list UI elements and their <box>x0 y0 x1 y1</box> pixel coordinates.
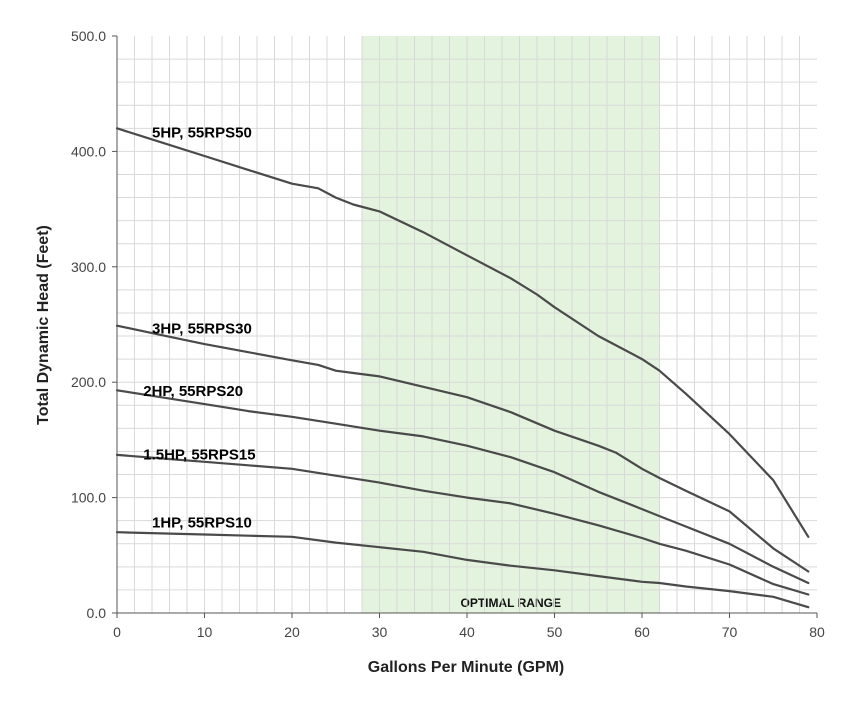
x-axis-title: Gallons Per Minute (GPM) <box>368 659 564 676</box>
series-label-1: 5HP, 55RPS50 <box>152 125 252 142</box>
y-tick-label: 100.0 <box>71 490 106 506</box>
y-axis-title: Total Dynamic Head (Feet) <box>35 225 52 425</box>
series-label-3: 2HP, 55RPS20 <box>143 383 243 400</box>
x-tick-label: 80 <box>809 624 825 640</box>
x-tick-label: 70 <box>722 624 738 640</box>
optimal-range-label: OPTIMAL RANGE <box>461 596 561 610</box>
y-tick-label: 500.0 <box>71 28 106 44</box>
series-label-2: 3HP, 55RPS30 <box>152 321 252 338</box>
series-labels: 5HP, 55RPS50 3HP, 55RPS30 2HP, 55RPS20 1.5H… <box>143 125 255 532</box>
x-tick-label: 40 <box>459 624 475 640</box>
x-tick-label: 10 <box>197 624 213 640</box>
series-label-4: 1.5HP, 55RPS15 <box>143 447 255 464</box>
x-tick-label: 20 <box>284 624 300 640</box>
x-tick-label: 60 <box>634 624 650 640</box>
y-tick-label: 400.0 <box>71 143 106 159</box>
series-label-5: 1HP, 55RPS10 <box>152 515 252 532</box>
optimal-range-rect <box>362 36 660 613</box>
y-tick-label: 300.0 <box>71 259 106 275</box>
series-line-3 <box>115 389 810 585</box>
x-tick-label: 30 <box>372 624 388 640</box>
chart-axes: 0.0 100.0 200.0 300.0 400.0 500.0 0 10 20 30 40 50 6… <box>71 28 825 640</box>
series-line-4 <box>115 453 810 596</box>
optimal-range-band: OPTIMAL RANGE <box>362 36 660 613</box>
y-tick-label: 200.0 <box>71 374 106 390</box>
series-line-2 <box>115 324 810 573</box>
x-tick-label: 50 <box>547 624 563 640</box>
series-line-1 <box>115 127 810 538</box>
x-tick-label: 0 <box>113 624 121 640</box>
chart-series <box>115 127 810 609</box>
y-tick-label: 0.0 <box>87 605 107 621</box>
series-line-5 <box>115 531 810 609</box>
